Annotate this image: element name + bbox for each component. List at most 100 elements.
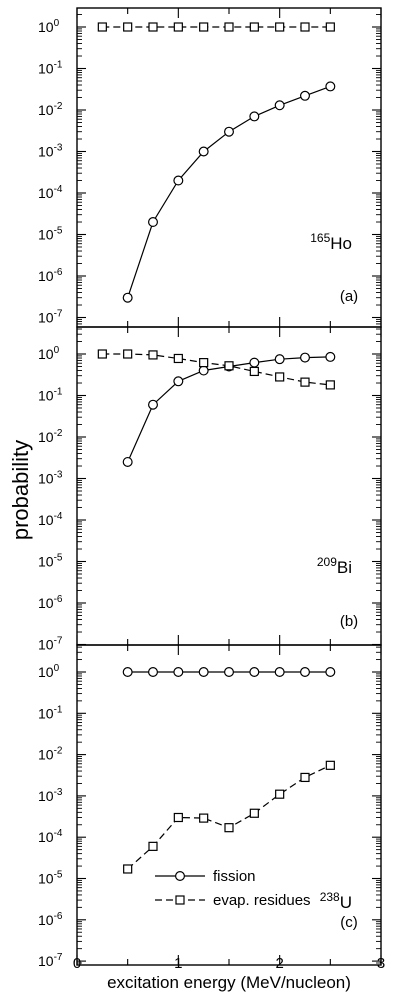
- data-point: [224, 823, 234, 833]
- data-point: [275, 372, 285, 382]
- panel-label: (b): [340, 613, 358, 630]
- data-point: [224, 361, 234, 371]
- data-point: [173, 812, 183, 823]
- data-point: [300, 90, 311, 101]
- panel-3: 100 10-1 10-2 10-3 10-4 10-5 10-6 10-7 238U (c): [38, 644, 382, 969]
- data-point: [325, 22, 335, 32]
- y-tick-label: 10-5: [38, 870, 63, 887]
- data-point: [173, 353, 183, 364]
- data-point: [325, 351, 336, 362]
- data-point: [300, 666, 311, 677]
- y-tick-label: 10-3: [38, 143, 63, 160]
- data-point: [148, 841, 158, 851]
- panels: 10010-110-210-310-410-510-610-7165Ho(a)1…: [38, 7, 385, 972]
- series-fission: [122, 666, 336, 677]
- data-point: [274, 100, 285, 111]
- y-tick-label: 10-2: [38, 428, 63, 445]
- panel-label: (a): [340, 288, 358, 305]
- data-point: [148, 666, 159, 677]
- data-point: [122, 666, 133, 677]
- legend: fission evap. residues: [155, 868, 311, 909]
- data-point: [300, 772, 310, 783]
- data-point: [275, 22, 285, 32]
- y-tick-label: 100: [38, 663, 60, 680]
- data-point: [325, 666, 336, 677]
- y-tick-label: 10-6: [38, 594, 63, 611]
- data-point: [199, 358, 209, 368]
- data-point: [97, 349, 107, 359]
- data-point: [300, 377, 310, 387]
- data-point: [122, 456, 133, 467]
- y-tick-label: 10-7: [38, 952, 63, 969]
- data-point: [274, 666, 285, 677]
- nucleus-label: 165Ho: [310, 231, 352, 253]
- legend-evap-marker: [175, 895, 185, 905]
- data-point: [148, 350, 158, 360]
- series-line: [127, 764, 331, 870]
- legend-fission-label: fission: [213, 868, 256, 885]
- x-tick-label: 2: [275, 955, 283, 972]
- data-point: [249, 111, 260, 122]
- y-tick-label: 10-7: [38, 309, 63, 326]
- nucleus-label: 238U: [320, 890, 352, 912]
- data-point: [123, 349, 133, 359]
- data-point: [249, 366, 259, 377]
- data-point: [198, 666, 209, 677]
- data-point: [300, 352, 311, 363]
- data-point: [97, 22, 107, 32]
- x-tick-label: 3: [377, 955, 385, 972]
- panel-1: 100 10-1 10-2 10-3 10-4 10-5 10-6 10-7 165Ho (a): [38, 7, 382, 328]
- y-tick-label: 10-4: [38, 184, 63, 201]
- series-line: [102, 353, 331, 386]
- data-point: [249, 357, 260, 368]
- plot-frame: [76, 326, 382, 646]
- y-tick-label: 10-2: [38, 101, 63, 118]
- data-point: [199, 813, 209, 823]
- data-point: [122, 292, 133, 303]
- data-point: [249, 22, 259, 32]
- series-evap-residues: [123, 760, 335, 874]
- y-tick-label: 10-1: [38, 60, 63, 77]
- y-tick-label: 10-7: [38, 636, 63, 653]
- y-tick-label: 10-3: [38, 787, 63, 804]
- panel-label: (c): [340, 914, 358, 931]
- data-point: [173, 666, 184, 677]
- x-axis-label: excitation energy (MeV/nucleon): [107, 973, 351, 992]
- plot-frame: [76, 644, 382, 966]
- y-tick-label: 10-4: [38, 828, 63, 845]
- data-point: [224, 126, 235, 137]
- data-point: [123, 22, 133, 32]
- y-axis-label: probability: [8, 440, 33, 540]
- x-tick-label: 0: [73, 955, 81, 972]
- y-tick-label: 100: [38, 18, 60, 35]
- data-point: [123, 864, 133, 874]
- data-point: [325, 760, 335, 770]
- data-point: [148, 22, 158, 32]
- series-line: [127, 85, 331, 298]
- data-point: [249, 808, 259, 818]
- data-point: [325, 81, 336, 92]
- data-point: [173, 175, 184, 186]
- data-point: [148, 217, 159, 228]
- y-tick-label: 10-5: [38, 226, 63, 243]
- y-tick-label: 10-6: [38, 911, 63, 928]
- data-point: [198, 146, 209, 157]
- data-point: [173, 22, 183, 32]
- data-point: [300, 22, 310, 32]
- data-point: [224, 22, 234, 32]
- data-point: [249, 666, 260, 677]
- data-point: [274, 354, 285, 365]
- data-point: [148, 399, 159, 410]
- data-point: [198, 365, 209, 376]
- series-evap-residues: [97, 349, 335, 390]
- panel-2: 100 10-1 10-2 10-3 10-4 10-5 10-6 10-7 209Bi (b): [38, 326, 382, 653]
- data-point: [173, 376, 184, 387]
- y-tick-label: 100: [38, 345, 60, 362]
- y-tick-label: 10-6: [38, 267, 63, 284]
- legend-fission-marker: [175, 870, 186, 881]
- series-fission: [122, 81, 336, 303]
- y-tick-label: 10-1: [38, 704, 63, 721]
- data-point: [224, 666, 235, 677]
- legend-evap-label: evap. residues: [213, 892, 311, 909]
